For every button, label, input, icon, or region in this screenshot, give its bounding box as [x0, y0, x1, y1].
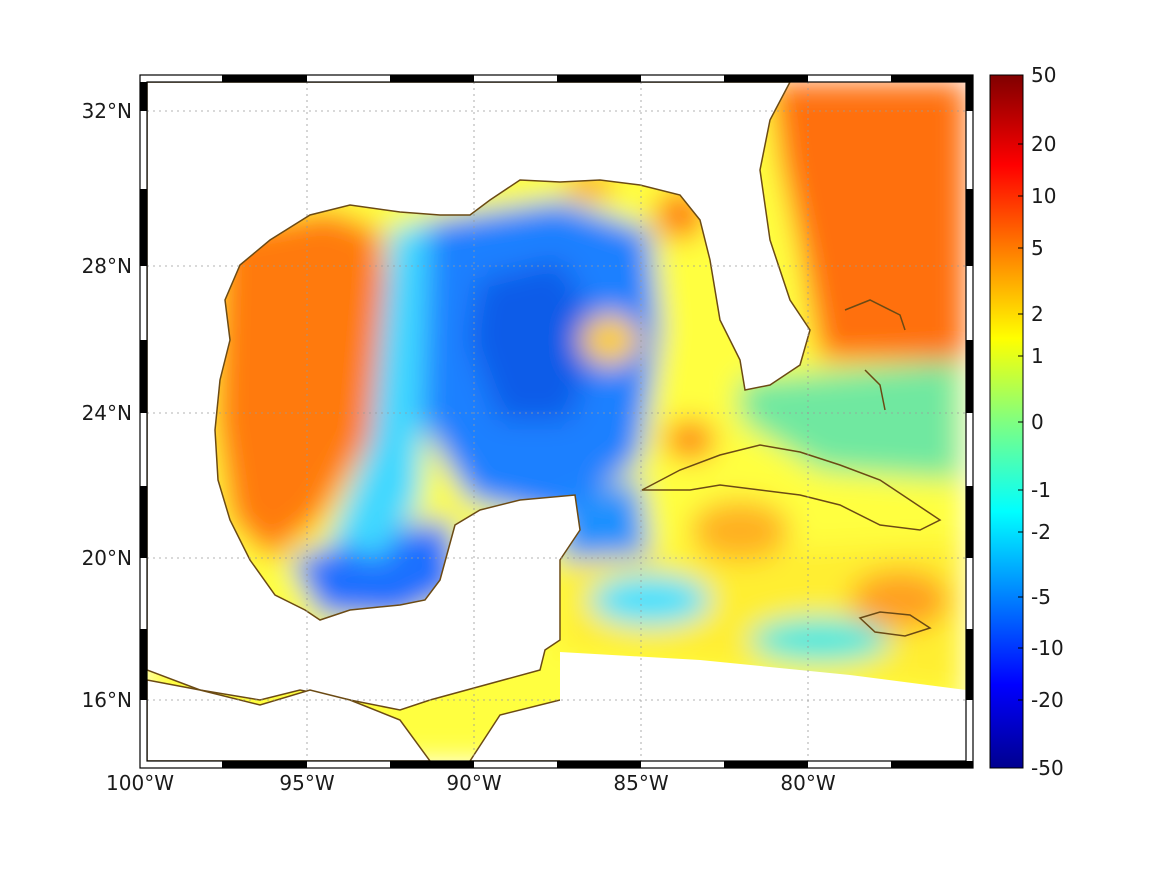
colorbar-tick-label: 20 — [1031, 132, 1056, 156]
colorbar-tick-label: 1 — [1031, 344, 1044, 368]
jamaica-outline — [858, 611, 932, 637]
lat-label: 24°N — [82, 401, 132, 425]
cuba-outline — [641, 444, 942, 531]
lat-label: 28°N — [82, 254, 132, 278]
bahamas-outline — [844, 299, 906, 331]
colorbar-tick-label: -1 — [1031, 478, 1051, 502]
anomaly-field — [147, 82, 966, 761]
longitude-labels: 100°W 95°W 90°W 85°W 80°W — [106, 771, 836, 795]
colorbar-tick-label: 2 — [1031, 302, 1044, 326]
latitude-labels: 32°N 28°N 24°N 20°N 16°N — [82, 99, 132, 712]
colorbar-tick-label: -50 — [1031, 756, 1064, 780]
land-masses — [147, 82, 966, 761]
colorbar-tick-label: 5 — [1031, 236, 1044, 260]
north-america-land — [147, 82, 811, 711]
lon-label: 95°W — [279, 771, 334, 795]
lat-label: 20°N — [82, 546, 132, 570]
map-frame — [139, 74, 974, 769]
colorbar-gradient — [989, 74, 1024, 769]
lon-label: 100°W — [106, 771, 174, 795]
colorbar-tick-label: -5 — [1031, 585, 1051, 609]
lat-label: 32°N — [82, 99, 132, 123]
colorbar-tick-label: 10 — [1031, 184, 1056, 208]
colorbar-tick-label: -2 — [1031, 520, 1051, 544]
colorbar-tick-label: -20 — [1031, 688, 1064, 712]
colorbar-tick-label: -10 — [1031, 636, 1064, 660]
lat-label: 16°N — [82, 688, 132, 712]
colorbar-tick-label: 50 — [1031, 63, 1056, 87]
lon-label: 80°W — [780, 771, 835, 795]
lon-label: 90°W — [446, 771, 501, 795]
lon-label: 85°W — [613, 771, 668, 795]
colorbar-tick-label: 0 — [1031, 410, 1044, 434]
graticule — [147, 82, 966, 761]
central-america-land — [147, 679, 431, 761]
